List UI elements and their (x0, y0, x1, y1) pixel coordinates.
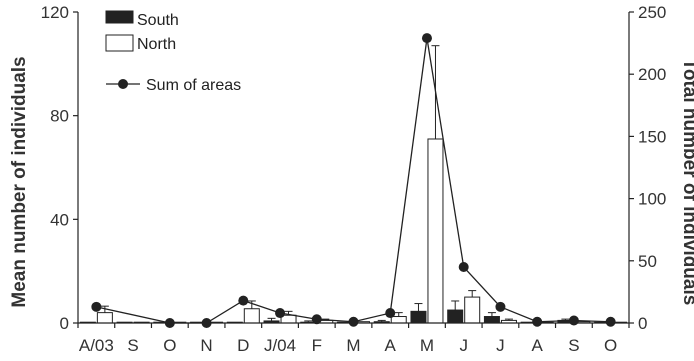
x-tick-label: F (312, 336, 322, 355)
bars-layer (79, 138, 628, 324)
x-tick-label: J (459, 336, 468, 355)
legend-swatch-south (105, 10, 134, 24)
sum-of-areas-point (568, 315, 579, 326)
y-tick-label: 80 (50, 107, 69, 126)
legend-marker-sum (118, 79, 128, 89)
y-tick-label: 120 (41, 3, 69, 22)
sum-of-areas-point (238, 295, 249, 306)
sum-of-areas-point (348, 316, 359, 327)
y2-tick-label: 150 (638, 127, 666, 146)
x-tick-label: O (604, 336, 617, 355)
x-tick-label: N (200, 336, 212, 355)
y2-tick-label: 0 (638, 314, 647, 333)
bar-south (483, 316, 500, 324)
legend-label-north: North (137, 36, 176, 53)
sum-of-areas-point (385, 308, 396, 319)
bar-north (464, 296, 481, 324)
x-tick-label: S (568, 336, 579, 355)
sum-of-areas-point (275, 308, 286, 319)
x-tick-label: A (531, 336, 543, 355)
y-tick-label: 0 (60, 314, 69, 333)
axes-layer: 0 40 80 120 0 50 100 150 200 250 A/03 S O N D J/04 F M A M J… (41, 3, 667, 355)
y2-tick-label: 200 (638, 65, 666, 84)
y2-tick-label: 250 (638, 3, 666, 22)
x-tick-label: D (237, 336, 249, 355)
legend: South North Sum of areas (105, 10, 241, 94)
sum-of-areas-point (532, 316, 543, 327)
bar-south (410, 310, 427, 324)
bar-north (96, 312, 113, 324)
sum-of-areas-point (458, 262, 469, 273)
sum-of-areas-point (605, 316, 616, 327)
sum-of-areas-point (311, 314, 322, 325)
bar-north (427, 138, 444, 324)
bar-north (390, 316, 407, 324)
y2-axis-title: Total number of individuals (679, 59, 694, 306)
y-tick-label: 40 (50, 210, 69, 229)
x-tick-label: O (163, 336, 176, 355)
bar-south (447, 309, 464, 324)
x-tick-label: J (496, 336, 505, 355)
x-tick-label: M (420, 336, 434, 355)
sum-line-layer (91, 33, 616, 328)
sum-of-areas-point (495, 301, 506, 312)
sum-of-areas-line (96, 38, 611, 324)
x-tick-label: A (385, 336, 397, 355)
x-tick-label: J/04 (264, 336, 296, 355)
legend-swatch-north (105, 34, 134, 52)
y2-tick-label: 50 (638, 252, 657, 271)
sum-of-areas-point (91, 301, 102, 312)
legend-label-sum-of-areas: Sum of areas (146, 77, 241, 94)
x-tick-label: S (127, 336, 138, 355)
legend-label-south: South (137, 12, 179, 29)
x-tick-label: M (346, 336, 360, 355)
y2-tick-label: 100 (638, 190, 666, 209)
sum-of-areas-point (421, 33, 432, 44)
bar-north (243, 308, 260, 324)
x-tick-label: A/03 (79, 336, 114, 355)
y-axis-title: Mean number of individuals (9, 56, 30, 307)
